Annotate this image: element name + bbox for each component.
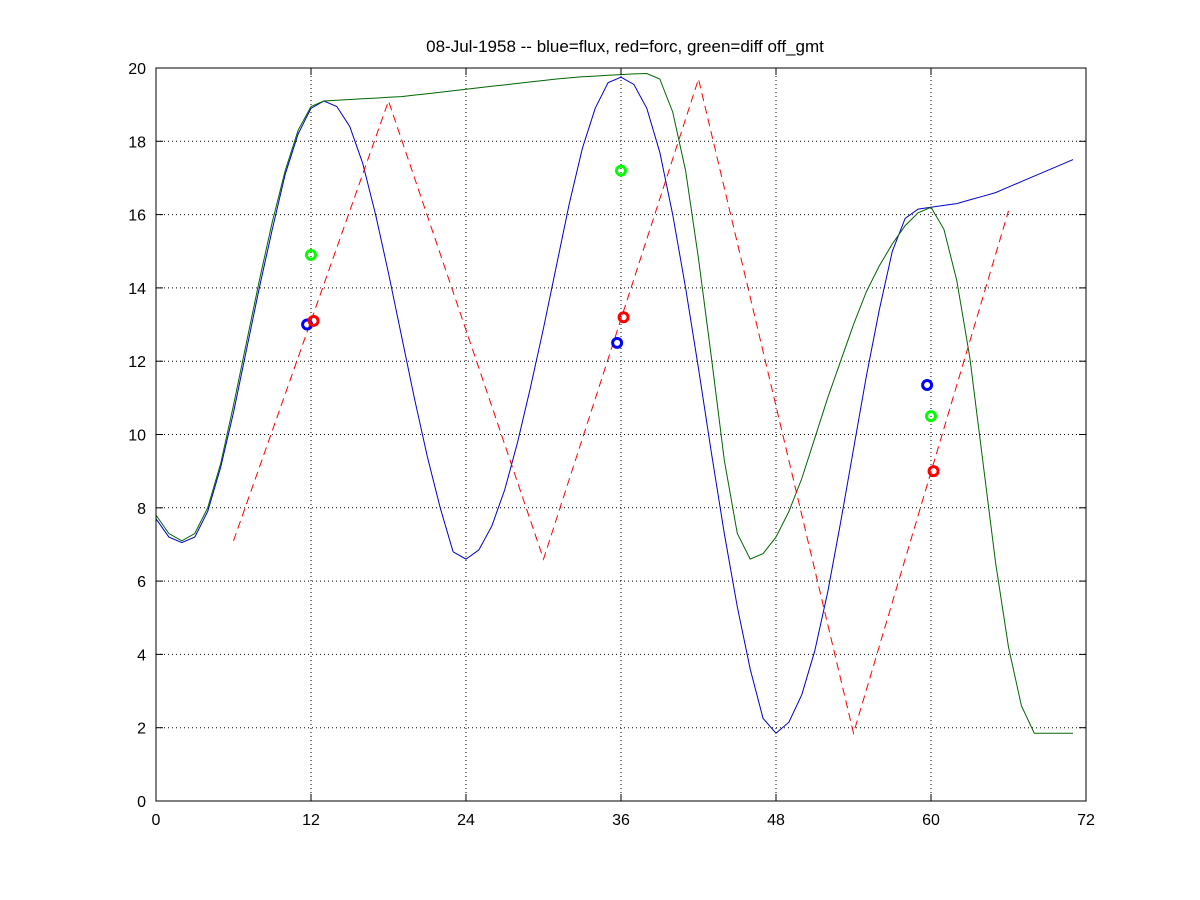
diff-series-line	[155, 72, 1074, 734]
x-tick-label: 24	[457, 812, 475, 829]
point-marker	[611, 336, 624, 349]
y-tick-label: 10	[128, 428, 146, 445]
x-tick-label: 48	[767, 812, 785, 829]
point-marker	[925, 410, 937, 423]
x-tick-label: 36	[612, 812, 630, 829]
x-tick-label: 12	[302, 812, 320, 829]
y-tick-label: 4	[137, 647, 146, 664]
flux-series-line	[155, 76, 1074, 734]
chart-title: 08-Jul-1958 -- blue=flux, red=forc, gree…	[426, 37, 824, 56]
point-marker	[615, 164, 627, 177]
grid	[156, 68, 1086, 801]
point-marker	[921, 379, 934, 392]
y-tick-label: 14	[128, 281, 146, 298]
y-tick-label: 8	[137, 501, 146, 518]
y-tick-label: 2	[137, 721, 146, 738]
y-tick-label: 16	[128, 208, 146, 225]
point-marker	[305, 248, 317, 261]
point-marker	[307, 314, 320, 327]
y-tick-label: 0	[137, 794, 146, 811]
y-tick-label: 20	[128, 61, 146, 78]
y-tick-label: 6	[137, 574, 146, 591]
y-tick-label: 12	[128, 354, 146, 371]
point-marker	[617, 311, 630, 324]
point-marker	[927, 465, 940, 478]
y-tick-label: 18	[128, 134, 146, 151]
x-tick-label: 0	[152, 812, 161, 829]
x-tick-label: 72	[1077, 812, 1095, 829]
x-tick-label: 60	[922, 812, 940, 829]
point-markers	[301, 164, 940, 478]
